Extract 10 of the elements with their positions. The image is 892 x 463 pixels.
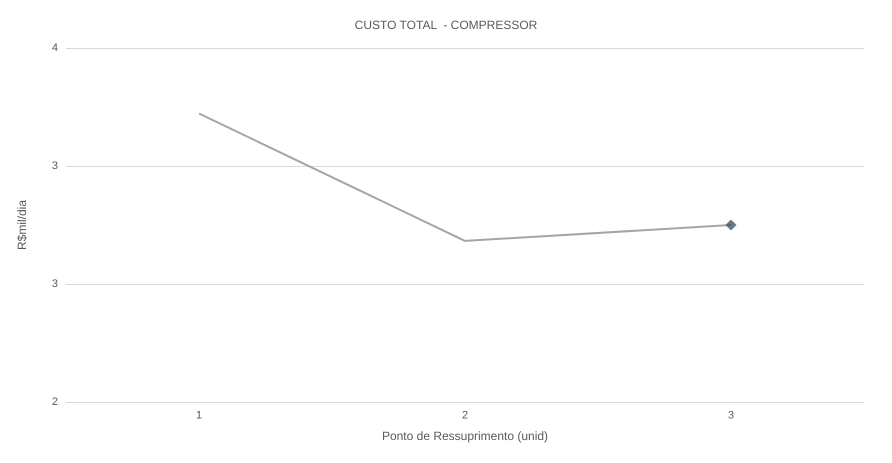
x-tick-label: 3 — [728, 410, 734, 422]
y-tick-label: 4 — [52, 42, 58, 54]
x-tick-label: 2 — [462, 410, 468, 422]
x-tick-label: 1 — [196, 410, 202, 422]
y-tick-label: 3 — [52, 278, 58, 290]
y-tick-label: 2 — [52, 396, 58, 408]
x-axis-title: Ponto de Ressuprimento (unid) — [382, 429, 548, 443]
y-tick-label: 3 — [52, 160, 58, 172]
chart-title: CUSTO TOTAL - COMPRESSOR — [354, 18, 538, 32]
y-axis-title: R$mil/dia — [15, 200, 29, 250]
